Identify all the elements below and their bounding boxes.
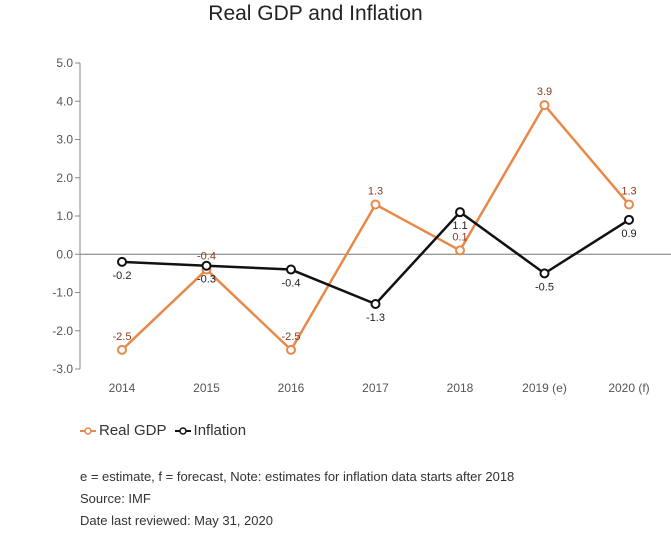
series-0-point-6 <box>624 199 634 210</box>
y-tick-label-2: 3.0 <box>56 133 73 147</box>
x-tick-label-3: 2017 <box>362 381 389 395</box>
series-1-label-2: -0.4 <box>282 278 301 290</box>
legend-item-inflation[interactable]: Inflation <box>174 422 247 439</box>
y-tick-label-8: -3.0 <box>52 362 73 376</box>
x-tick-label-6: 2020 (f) <box>608 381 649 395</box>
y-tick-label-3: 2.0 <box>56 171 73 185</box>
series-0-label-4: 0.1 <box>452 231 467 243</box>
x-tick-label-2: 2016 <box>278 381 305 395</box>
x-tick-label-1: 2015 <box>193 381 220 395</box>
chart-legend: Real GDP Inflation <box>80 422 254 439</box>
series-0-point-5 <box>539 100 550 111</box>
series-1-point-3 <box>370 298 381 309</box>
series-0-point-2 <box>286 344 296 355</box>
y-tick-label-7: -2.0 <box>52 324 73 338</box>
legend-swatch-inflation <box>174 426 191 435</box>
series-0-label-3: 1.3 <box>368 186 383 198</box>
chart-title: Real GDP and Inflation <box>208 2 423 25</box>
series-0-point-4 <box>455 245 465 256</box>
y-tick-label-0: 5.0 <box>56 56 73 70</box>
x-tick-label-5: 2019 (e) <box>522 381 567 395</box>
series-1-point-5 <box>539 268 550 279</box>
series-1-point-1 <box>201 260 212 271</box>
legend-item-real-gdp[interactable]: Real GDP <box>80 422 167 439</box>
x-tick-label-0: 2014 <box>109 381 136 395</box>
series-1-point-2 <box>286 264 296 275</box>
legend-swatch-real-gdp <box>80 426 96 435</box>
series-1-label-4: 1.1 <box>452 220 467 232</box>
series-0-label-0: -2.5 <box>113 331 132 343</box>
notes-definition: e = estimate, f = forecast, Note: estima… <box>80 469 515 484</box>
series-0-point-0 <box>117 344 127 355</box>
series-0-label-2: -2.5 <box>282 331 301 343</box>
series-1-label-1: -0.3 <box>197 274 216 286</box>
series-0-label-5: 3.9 <box>537 86 552 98</box>
notes-source: Source: IMF <box>80 491 151 506</box>
series-0-label-1: -0.4 <box>197 251 216 263</box>
notes-reviewed: Date last reviewed: May 31, 2020 <box>80 513 273 528</box>
series-1-label-3: -1.3 <box>366 312 385 324</box>
chart-notes: e = estimate, f = forecast, Note: estima… <box>80 466 514 532</box>
series-1-point-0 <box>117 256 127 267</box>
series-1-label-6: 0.9 <box>621 228 636 240</box>
legend-label-inflation: Inflation <box>193 422 247 439</box>
series-1-label-5: -0.5 <box>535 281 554 293</box>
y-tick-label-6: -1.0 <box>52 286 73 300</box>
series-1-point-6 <box>624 214 634 225</box>
y-tick-label-5: 0.0 <box>56 247 73 261</box>
y-tick-label-1: 4.0 <box>56 94 73 108</box>
series-0-point-3 <box>370 199 381 210</box>
chart-plot: 5.0 4.0 3.0 2.0 1.0 0.0 -1.0 -2.0 -3.0 2014 2015 20… <box>52 56 671 395</box>
series-1-label-0: -0.2 <box>113 270 132 282</box>
x-tick-label-4: 2018 <box>447 381 474 395</box>
series-0-label-6: 1.3 <box>621 186 636 198</box>
y-tick-label-4: 1.0 <box>56 209 73 223</box>
legend-label-real-gdp: Real GDP <box>99 422 167 439</box>
series-1-point-4 <box>455 207 465 218</box>
